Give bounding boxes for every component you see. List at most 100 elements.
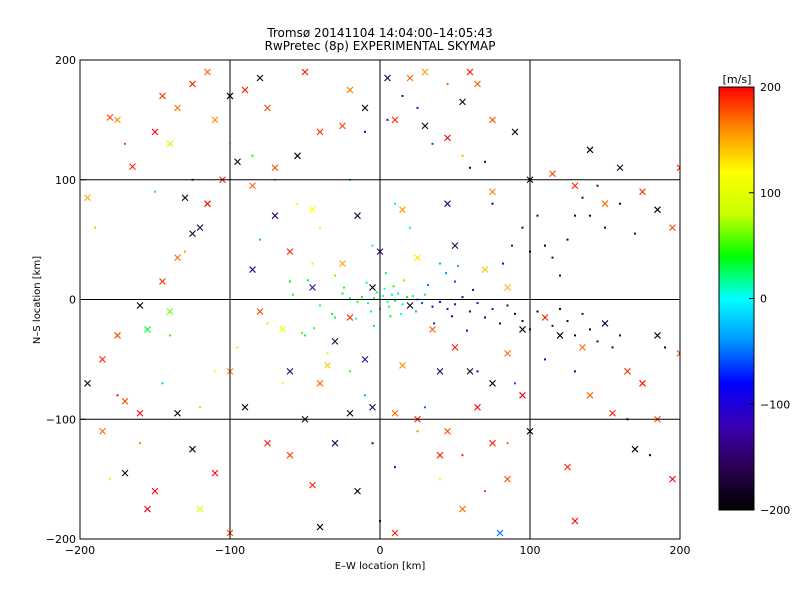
data-point-dot — [394, 299, 396, 302]
data-point-cross — [631, 445, 639, 453]
data-point-cross — [121, 469, 129, 477]
colorbar — [718, 86, 755, 511]
data-point-dot — [574, 370, 576, 373]
data-point-dot — [469, 310, 471, 313]
data-point-dot — [401, 94, 404, 97]
data-point-dot — [349, 297, 351, 300]
data-point-dot — [521, 226, 524, 229]
data-point-cross — [354, 487, 361, 495]
gridlines — [80, 60, 680, 539]
data-point-dot — [365, 281, 368, 284]
data-point-cross — [309, 206, 316, 214]
data-point-cross — [451, 344, 459, 351]
data-point-cross — [489, 379, 496, 387]
data-point-cross — [436, 367, 444, 375]
data-point-dot — [544, 244, 546, 247]
data-point-cross — [459, 98, 466, 106]
data-point-cross — [249, 266, 256, 273]
data-point-dot — [319, 304, 321, 307]
data-point-cross — [451, 242, 459, 250]
data-point-dot — [386, 300, 389, 303]
data-point-dot — [184, 250, 186, 253]
data-point-cross — [174, 409, 181, 417]
data-point-dot — [392, 285, 395, 288]
data-point-dot — [409, 226, 411, 229]
data-point-cross — [99, 355, 106, 363]
data-point-cross — [316, 128, 324, 136]
data-point-cross — [399, 206, 406, 214]
data-point-dot — [476, 370, 479, 373]
data-point-dot — [461, 454, 464, 457]
data-point-dot — [334, 316, 336, 319]
data-point-dot — [385, 272, 387, 275]
data-point-dot — [389, 315, 392, 318]
data-point-cross — [294, 152, 301, 160]
data-point-dot — [292, 293, 294, 296]
data-point-cross — [556, 332, 564, 339]
data-point-dot — [289, 280, 291, 283]
data-point-cross — [436, 451, 444, 459]
data-point-cross — [609, 409, 616, 417]
data-point-cross — [189, 445, 196, 453]
data-point-cross — [586, 391, 594, 399]
axes: −200 −100 0 100 200 −200 −100 0 100 200 — [46, 54, 691, 557]
data-point-dot — [433, 322, 435, 325]
data-point-cross — [429, 326, 436, 333]
data-point-cross — [489, 439, 496, 447]
data-point-cross — [369, 403, 376, 411]
data-point-dot — [484, 490, 486, 493]
data-point-dot — [431, 305, 434, 308]
data-point-dot — [334, 274, 336, 277]
data-point-cross — [204, 68, 211, 76]
data-point-cross — [151, 128, 159, 136]
chart-title: Tromsø 20141104 14:04:00–14:05:43 — [266, 26, 492, 40]
data-point-dot — [502, 262, 504, 265]
data-point-cross — [114, 116, 121, 124]
data-point-cross — [189, 230, 196, 238]
data-point-cross — [511, 128, 519, 136]
data-point-dot — [559, 274, 561, 277]
x-tick-label: −100 — [215, 544, 245, 557]
data-point-dot — [401, 303, 404, 306]
data-point-dot — [266, 322, 269, 325]
data-point-dot — [461, 154, 464, 157]
data-point-cross — [654, 332, 661, 339]
data-point-dot — [574, 334, 576, 337]
data-point-dot — [343, 286, 345, 289]
data-point-cross — [639, 188, 646, 196]
data-point-dot — [386, 118, 389, 121]
data-point-cross — [399, 361, 406, 369]
data-point-cross — [264, 439, 271, 447]
data-point-dot — [364, 130, 366, 133]
colorbar-tick-label: 200 — [760, 81, 781, 94]
data-point-cross — [256, 308, 264, 315]
data-point-cross — [346, 409, 354, 417]
data-point-dot — [139, 442, 141, 445]
data-point-cross — [249, 182, 256, 190]
data-point-cross — [564, 463, 571, 471]
data-point-dot — [415, 310, 417, 313]
data-point-dot — [551, 324, 554, 327]
data-point-dot — [373, 324, 375, 327]
data-point-cross — [339, 122, 346, 130]
data-point-dot — [371, 442, 374, 445]
data-point-cross — [144, 505, 151, 513]
data-point-dot — [382, 294, 384, 297]
data-point-cross — [286, 367, 294, 375]
data-point-dot — [499, 322, 501, 325]
colorbar-tick-label: 100 — [760, 187, 781, 200]
data-point-dot — [649, 454, 651, 457]
data-point-dot — [412, 294, 414, 297]
x-axis-title: E–W location [km] — [335, 561, 426, 572]
data-point-dot — [416, 106, 419, 109]
data-point-cross — [211, 116, 219, 124]
data-point-dot — [199, 406, 201, 409]
data-point-dot — [596, 184, 599, 187]
data-point-dot — [311, 262, 314, 265]
data-point-dot — [259, 238, 261, 241]
data-point-dot — [424, 406, 426, 409]
data-point-cross — [331, 338, 339, 345]
data-point-dot — [454, 303, 456, 306]
data-point-cross — [384, 74, 391, 82]
